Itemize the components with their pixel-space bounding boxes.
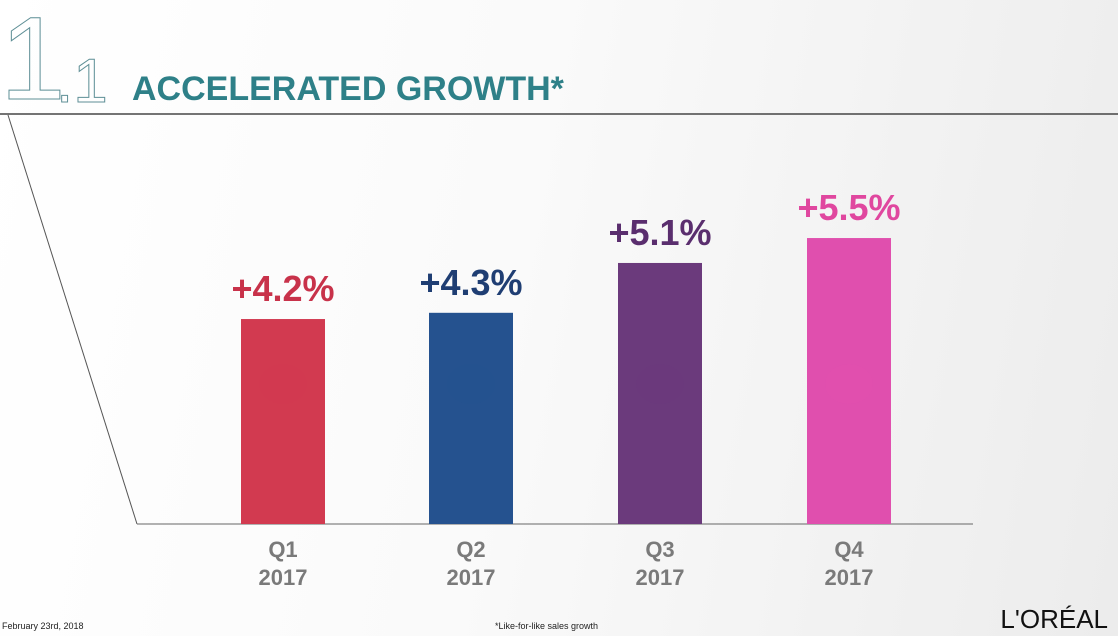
lipstick-tip [636, 364, 684, 404]
subsection-number: .1 [56, 47, 109, 117]
data-label-1: +4.2% [231, 268, 334, 309]
diagonal-decor-line [7, 114, 138, 525]
lipstick-shape [437, 373, 505, 524]
data-label-4: +5.5% [797, 187, 900, 228]
lipstick-tip [447, 364, 495, 404]
footnote: *Like-for-like sales growth [495, 621, 599, 631]
category-label-3: Q3 [645, 537, 674, 562]
data-label-3: +5.1% [608, 212, 711, 253]
lipstick-shape [815, 373, 883, 524]
brand-logo: L'ORÉAL [1000, 604, 1108, 634]
category-label-4: Q4 [834, 537, 864, 562]
data-label-2: +4.3% [419, 262, 522, 303]
date-label: February 23rd, 2018 [2, 621, 84, 631]
page-title: ACCELERATED GROWTH* [132, 70, 564, 108]
lipstick-shape [626, 373, 694, 524]
lipstick-tip [259, 364, 307, 404]
category-label-4: 2017 [825, 565, 874, 590]
category-label-1: Q1 [268, 537, 297, 562]
section-number: 1 [0, 0, 66, 125]
lipstick-shape [249, 373, 317, 524]
category-label-3: 2017 [636, 565, 685, 590]
category-label-2: 2017 [447, 565, 496, 590]
category-label-2: Q2 [456, 537, 485, 562]
category-label-1: 2017 [259, 565, 308, 590]
lipstick-tip [825, 364, 873, 404]
